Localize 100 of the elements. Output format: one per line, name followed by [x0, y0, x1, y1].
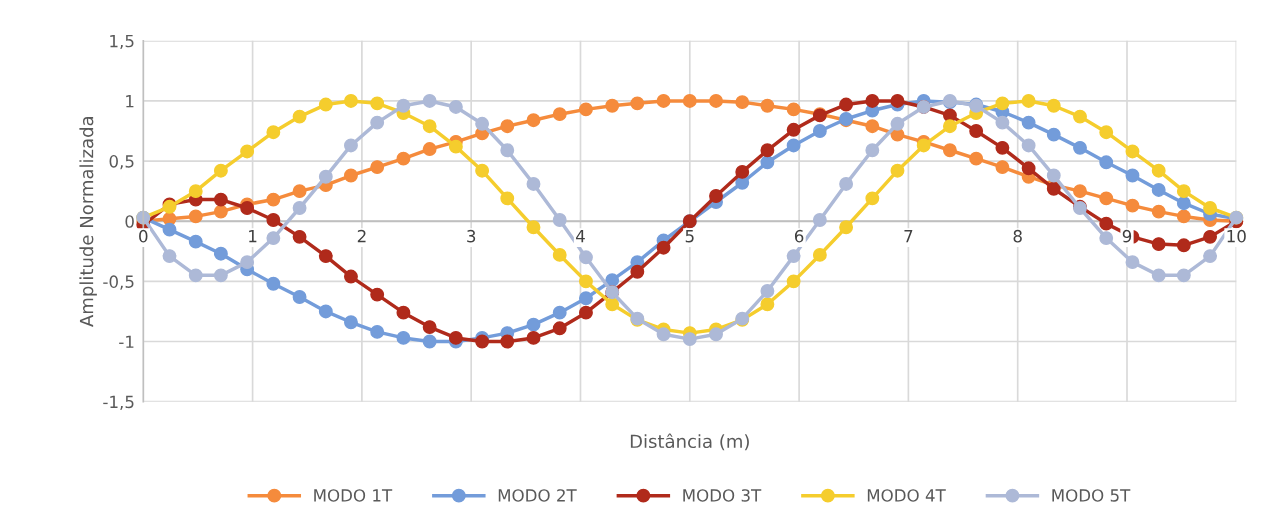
point [995, 160, 1010, 175]
point [1099, 155, 1114, 170]
point [188, 268, 203, 283]
y-tick-label: -1 [119, 335, 134, 348]
point [942, 119, 957, 134]
point [1021, 93, 1036, 108]
point [344, 269, 358, 284]
point [552, 305, 567, 320]
point [370, 324, 385, 339]
point [1046, 98, 1061, 113]
point [839, 220, 854, 235]
point [1046, 127, 1061, 142]
point [188, 209, 203, 224]
point [344, 93, 358, 108]
point [448, 100, 463, 114]
point [1176, 196, 1191, 211]
point [916, 138, 931, 153]
point [1046, 168, 1061, 183]
point [1176, 209, 1191, 224]
point [213, 246, 228, 261]
point [709, 93, 723, 108]
point [812, 213, 827, 227]
point [942, 143, 957, 158]
point [1073, 184, 1087, 199]
point [240, 255, 255, 270]
point [1125, 198, 1140, 213]
point [1021, 161, 1036, 176]
point [370, 287, 385, 302]
y-tick-label: 1,5 [110, 34, 134, 50]
point [213, 192, 228, 207]
point [448, 330, 463, 345]
point [1203, 229, 1218, 244]
point [812, 247, 827, 262]
point [213, 163, 228, 178]
point [240, 201, 255, 215]
y-tick-label: 0 [125, 215, 134, 228]
point [1203, 249, 1218, 264]
legend-label: MODO 1T [314, 489, 393, 502]
point [786, 102, 801, 117]
point [709, 189, 723, 203]
point [1099, 191, 1114, 206]
y-axis-title: Amplitude Normalizada [79, 117, 97, 327]
point [760, 155, 775, 170]
point [1151, 204, 1166, 219]
point [552, 213, 567, 227]
point [162, 222, 177, 237]
legend-label: MODO 4T [867, 489, 946, 502]
point [1151, 163, 1166, 178]
point [500, 191, 515, 206]
legend-label: MODO 2T [498, 489, 577, 502]
point [188, 184, 203, 199]
point [735, 164, 750, 179]
point [344, 138, 358, 153]
point [396, 305, 411, 320]
point [552, 247, 567, 262]
point [656, 93, 671, 108]
point [786, 249, 801, 264]
point [526, 317, 541, 332]
x-tick-label: 5 [685, 230, 694, 243]
point [344, 168, 358, 183]
point [812, 124, 827, 138]
x-axis-title: Distância (m) [630, 433, 749, 451]
x-tick-label: 8 [1013, 229, 1022, 243]
point [448, 139, 463, 154]
point [605, 297, 620, 312]
point [475, 116, 490, 131]
point [266, 276, 281, 291]
point [552, 107, 567, 122]
point [292, 109, 307, 124]
point [318, 249, 333, 264]
point [969, 151, 984, 166]
point [1073, 109, 1087, 124]
point [630, 96, 645, 111]
point [839, 176, 854, 191]
point [213, 204, 228, 219]
point [1125, 255, 1140, 270]
y-tick-label: 0,5 [109, 155, 134, 170]
point [1203, 201, 1218, 215]
point [526, 220, 541, 235]
x-tick-label: 3 [467, 229, 476, 243]
point [1021, 138, 1036, 153]
point [370, 96, 385, 111]
point [735, 95, 750, 110]
point [579, 250, 593, 265]
point [1099, 231, 1114, 246]
y-tick-label: 1 [126, 95, 134, 108]
point [865, 93, 880, 108]
point [786, 122, 801, 137]
point [370, 160, 385, 175]
point [656, 327, 671, 342]
point [292, 229, 307, 244]
point [266, 125, 281, 140]
point [605, 98, 620, 113]
point [1021, 115, 1036, 130]
point [682, 332, 697, 347]
point [500, 119, 515, 134]
y-tick-label: -0,5 [103, 275, 134, 290]
point [292, 184, 307, 199]
point [579, 291, 593, 306]
point [995, 140, 1010, 155]
